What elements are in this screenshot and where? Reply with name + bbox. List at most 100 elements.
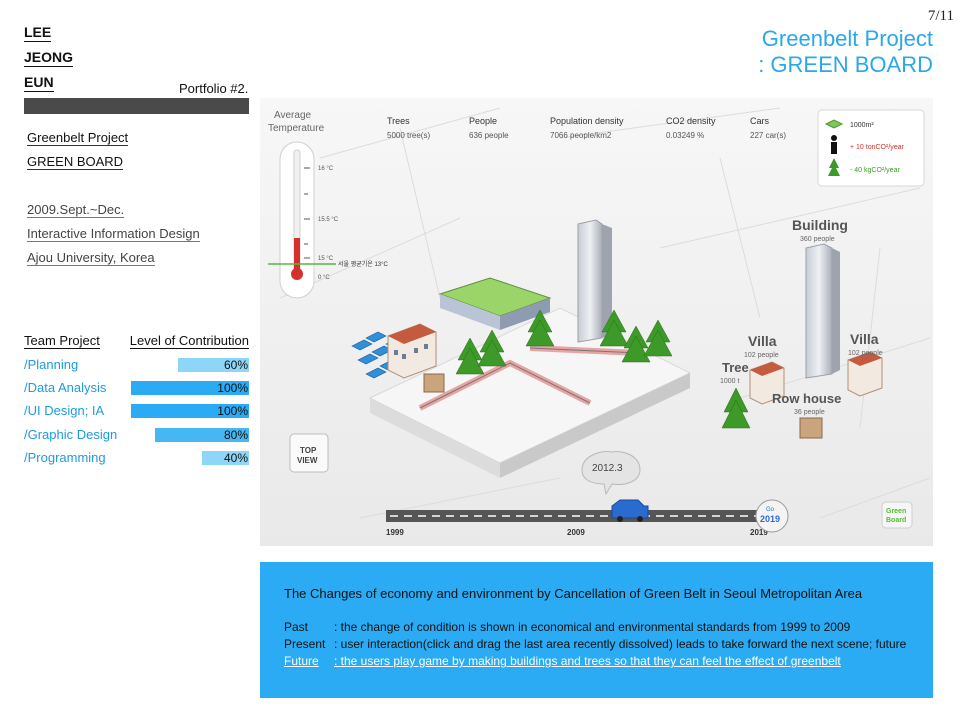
description-panel: The Changes of economy and environment b…: [260, 562, 933, 698]
stat-value: 5000 tree(s): [387, 131, 430, 140]
legend-text: - 40 kgCO²/year: [850, 167, 900, 174]
timeline-slider[interactable]: 1999 2009 2019: [386, 499, 786, 537]
legend-text: 1000m²: [850, 122, 874, 129]
contribution-label: /Graphic Design: [24, 427, 118, 442]
project-school: Ajou University, Korea: [27, 250, 155, 266]
contribution-level-label: Level of Contribution: [129, 333, 249, 349]
go-year: 2019: [760, 514, 780, 524]
contribution-row: /Planning 60%: [24, 357, 249, 372]
contribution-bar: [201, 451, 249, 465]
contribution-label: /UI Design; IA: [24, 403, 105, 418]
tower-right: [805, 243, 840, 379]
stats-header: Trees 5000 tree(s) People 636 people Pop…: [387, 116, 786, 140]
isometric-ground: [368, 307, 692, 478]
tree-right: [721, 387, 751, 429]
contribution-row: /Data Analysis 100%: [24, 380, 249, 395]
rowhouse-label: Row house: [772, 391, 841, 406]
row-house-small: [423, 373, 823, 439]
author-line1: LEE: [24, 24, 52, 42]
project-name: Greenbelt Project: [27, 130, 129, 146]
stat-label: Trees: [387, 116, 410, 126]
author-name: LEE JEONG EUN: [24, 20, 74, 95]
tree-sublabel: 1000 t: [720, 378, 740, 385]
villa-right: [847, 351, 883, 397]
author-line2: JEONG: [24, 49, 74, 67]
contribution-label: /Data Analysis: [24, 380, 107, 395]
temp-note: 서울 평균기온 13°C: [338, 260, 389, 268]
header-divider-bar: [24, 98, 249, 114]
future-text[interactable]: : the users play game by making building…: [334, 654, 841, 668]
stat-value: 7066 people/km2: [550, 131, 612, 140]
description-present: Present : user interaction(click and drag…: [284, 637, 906, 651]
stat-value: 0.03249 %: [666, 131, 704, 140]
temp-tick: 15.5 °C: [318, 217, 339, 223]
tree-icon: [828, 158, 840, 176]
description-title: The Changes of economy and environment b…: [284, 586, 863, 601]
page-title-line2: : GREEN BOARD: [758, 52, 933, 77]
stat-label: People: [469, 116, 497, 126]
contribution-value: 40%: [223, 451, 248, 465]
author-line3: EUN: [24, 74, 54, 92]
villa-left-label: Villa: [748, 333, 777, 349]
legend-box: 1000m² + 10 tonCO²/year - 40 kgCO²/year: [817, 109, 925, 187]
stat-value: 227 car(s): [750, 131, 786, 140]
legend-text: + 10 tonCO²/year: [850, 144, 905, 151]
skyscraper: [577, 219, 612, 343]
area-icon: [824, 119, 844, 129]
past-key: Past: [284, 620, 309, 634]
project-date: 2009.Sept.~Dec.: [27, 202, 125, 218]
villa-building: [387, 323, 437, 379]
person-icon: [831, 135, 837, 154]
date-bubble: 2012.3: [581, 451, 641, 496]
temp-tick: 16 °C: [318, 166, 334, 172]
present-text: : user interaction(click and drag the la…: [334, 637, 907, 651]
stat-label: Population density: [550, 116, 624, 126]
bubble-date: 2012.3: [592, 463, 623, 474]
contribution-bar: [154, 428, 249, 442]
logo-line1: Green: [886, 508, 906, 515]
tree-label: Tree: [722, 360, 749, 375]
contribution-value: 80%: [223, 428, 248, 442]
temp-tick: 0 °C: [318, 275, 330, 281]
project-info: 2009.Sept.~Dec. Interactive Information …: [27, 201, 200, 273]
team-project-label: Team Project: [24, 333, 100, 349]
contribution-label: /Planning: [24, 357, 79, 372]
avg-temp-label-2: Temperature: [268, 123, 325, 134]
description-future[interactable]: Future : the users play game by making bu…: [284, 654, 841, 668]
future-key[interactable]: Future: [284, 654, 319, 668]
stat-label: Cars: [750, 116, 770, 126]
contribution-value: 100%: [217, 404, 248, 418]
go-2019-button[interactable]: Go 2019: [755, 499, 789, 533]
present-key: Present: [284, 637, 326, 651]
building-label: Building: [792, 217, 848, 233]
villa-right-sublabel: 102 people: [848, 350, 883, 357]
greenboard-screenshot: Trees 5000 tree(s) People 636 people Pop…: [260, 98, 933, 546]
car-slider-handle[interactable]: [611, 499, 649, 522]
timeline-mid: 2009: [567, 528, 585, 537]
page-title: Greenbelt Project : GREEN BOARD: [758, 26, 933, 78]
contribution-row: /Graphic Design 80%: [24, 427, 249, 442]
contribution-value: 100%: [217, 381, 248, 395]
contribution-label: /Programming: [24, 450, 106, 465]
tree-cluster: [455, 309, 673, 375]
page-title-line1: Greenbelt Project: [761, 26, 933, 51]
greenboard-scene: Trees 5000 tree(s) People 636 people Pop…: [260, 98, 933, 546]
past-text: : the change of condition is shown in ec…: [334, 620, 851, 634]
top-view-label-2: VIEW: [297, 456, 318, 465]
contribution-row: /Programming 40%: [24, 450, 249, 465]
stat-value: 636 people: [469, 131, 509, 140]
timeline-end: 2019: [750, 528, 768, 537]
building-sublabel: 360 people: [800, 236, 835, 243]
top-view-button[interactable]: TOP VIEW: [289, 433, 329, 473]
timeline-start: 1999: [386, 528, 404, 537]
temp-tick: 15 °C: [318, 256, 334, 262]
thermometer-level: [294, 238, 300, 272]
project-name-block: Greenbelt Project GREEN BOARD: [27, 130, 129, 178]
scene-labels: Building 360 people Villa 102 people Vil…: [720, 217, 883, 416]
avg-temp-label: Average: [274, 110, 312, 121]
page-number: 7/11: [927, 8, 954, 24]
villa-right-label: Villa: [850, 331, 879, 347]
rowhouse-sublabel: 36 people: [794, 409, 825, 416]
top-view-label-1: TOP: [300, 446, 317, 455]
project-subtitle: GREEN BOARD: [27, 154, 124, 170]
